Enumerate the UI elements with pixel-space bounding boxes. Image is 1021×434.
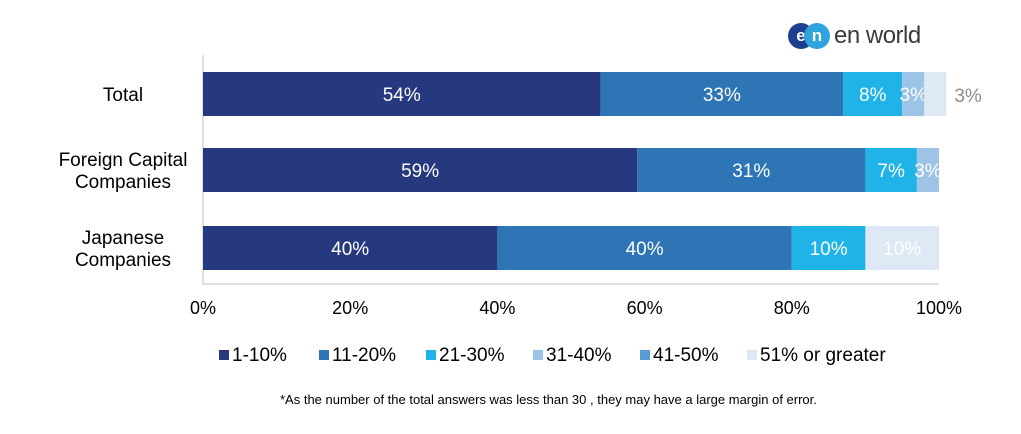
x-tick-label: 0% <box>190 298 216 318</box>
x-tick-label: 40% <box>479 298 515 318</box>
data-label: 8% <box>859 85 887 106</box>
x-tick-label: 20% <box>332 298 368 318</box>
category-label: Companies <box>75 250 171 271</box>
legend-label: 1-10% <box>232 345 287 366</box>
brand-name: en world <box>834 22 921 49</box>
bar-segment <box>637 148 866 192</box>
bar-segment <box>916 148 939 192</box>
data-label: 54% <box>383 85 421 106</box>
data-label: 40% <box>331 239 369 260</box>
footnote: *As the number of the total answers was … <box>280 392 817 407</box>
brand-badge-icon: e n <box>788 22 830 50</box>
x-tick-label: 60% <box>627 298 663 318</box>
data-label: 59% <box>401 161 439 182</box>
data-label: 3% <box>914 161 942 182</box>
legend-label: 41-50% <box>653 345 719 366</box>
brand-logo: e n en world <box>788 20 921 52</box>
data-label: 10% <box>810 239 848 260</box>
data-label: 3% <box>954 86 982 107</box>
brand-letter-n: n <box>804 23 830 49</box>
legend-swatch <box>533 350 543 360</box>
data-label: 10% <box>883 239 921 260</box>
bar-segment <box>865 226 939 270</box>
legend-label: 51% or greater <box>760 345 886 366</box>
legend-swatch <box>747 350 757 360</box>
legend-label: 21-30% <box>439 345 505 366</box>
x-tick-label: 80% <box>774 298 810 318</box>
bar-segment <box>865 148 917 192</box>
bar-segment <box>203 226 498 270</box>
bar-segment <box>600 72 844 116</box>
legend-swatch <box>426 350 436 360</box>
bar-segment <box>791 226 866 270</box>
category-label: Foreign Capital <box>59 150 188 171</box>
data-label: 40% <box>626 239 664 260</box>
legend-label: 31-40% <box>546 345 612 366</box>
bar-segment <box>497 226 792 270</box>
bar-segment <box>902 72 925 116</box>
bar-segment <box>924 72 947 116</box>
category-label: Japanese <box>82 228 164 249</box>
legend-swatch <box>219 350 229 360</box>
legend-swatch <box>319 350 329 360</box>
bar-segment <box>203 72 601 116</box>
x-tick-label: 100% <box>916 298 962 318</box>
legend-label: 11-20% <box>332 345 396 366</box>
data-label: 33% <box>703 85 741 106</box>
data-label: 31% <box>732 161 770 182</box>
category-label: Companies <box>75 172 171 193</box>
category-label: Total <box>103 85 143 106</box>
bar-segment <box>203 148 638 192</box>
bar-segment <box>843 72 903 116</box>
data-label: 3% <box>900 85 928 106</box>
data-label: 7% <box>877 161 905 182</box>
legend-swatch <box>640 350 650 360</box>
